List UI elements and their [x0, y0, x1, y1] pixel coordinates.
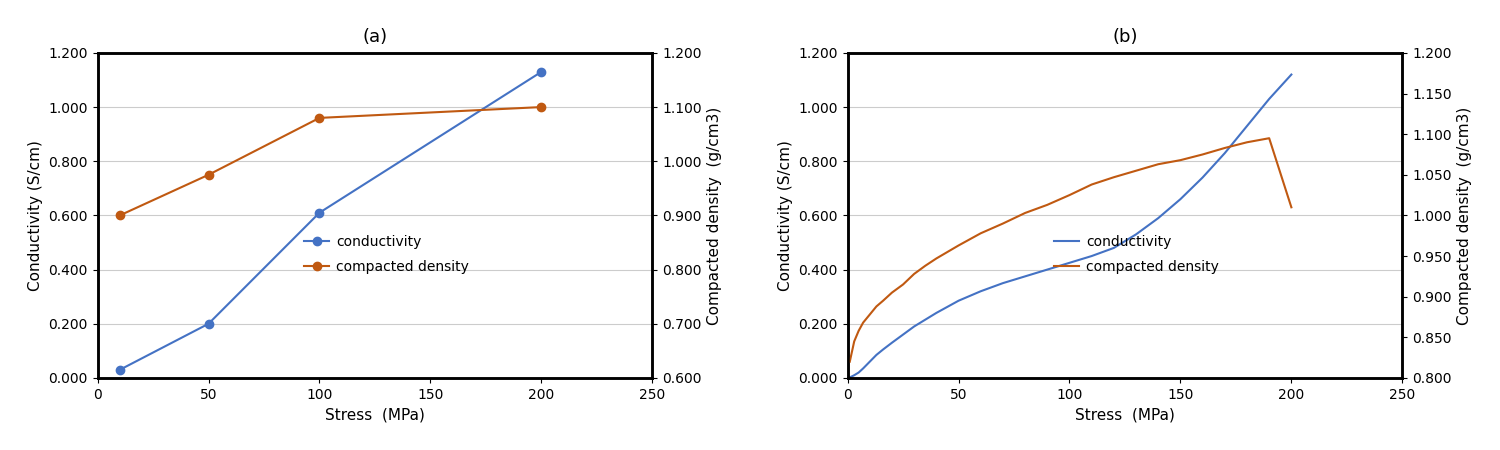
conductivity [1149, 216, 1167, 221]
conductivity [532, 69, 550, 75]
compacted density [894, 282, 912, 287]
compacted density [853, 320, 871, 325]
conductivity [1083, 253, 1101, 259]
compacted density [972, 230, 990, 236]
Y-axis label: Conductivity (S/cm): Conductivity (S/cm) [778, 140, 794, 291]
compacted density [1016, 210, 1034, 216]
Y-axis label: Compacted density  (g/cm3): Compacted density (g/cm3) [706, 106, 722, 324]
conductivity [1282, 72, 1300, 77]
conductivity [1216, 150, 1234, 156]
conductivity [1172, 197, 1190, 202]
Line: compacted density: compacted density [850, 138, 1292, 362]
compacted density [1172, 158, 1190, 163]
Line: conductivity: conductivity [850, 75, 1292, 378]
Line: conductivity: conductivity [116, 68, 546, 374]
compacted density [1083, 182, 1101, 187]
conductivity [1038, 267, 1056, 272]
compacted density [1194, 152, 1212, 157]
conductivity [1260, 96, 1278, 102]
compacted density [916, 263, 934, 269]
conductivity [874, 347, 892, 352]
compacted density [861, 312, 879, 317]
compacted density [1149, 162, 1167, 167]
compacted density [310, 115, 328, 121]
conductivity [200, 321, 217, 326]
conductivity [844, 373, 862, 378]
conductivity [950, 298, 968, 303]
conductivity [1060, 260, 1078, 265]
compacted density [1238, 140, 1256, 145]
compacted density [1106, 175, 1124, 180]
conductivity [310, 210, 328, 216]
conductivity [1126, 232, 1144, 237]
compacted density [1126, 168, 1144, 173]
conductivity [111, 367, 129, 373]
Y-axis label: Conductivity (S/cm): Conductivity (S/cm) [28, 140, 44, 291]
compacted density [884, 290, 902, 295]
compacted density [111, 213, 129, 218]
X-axis label: Stress  (MPa): Stress (MPa) [1076, 407, 1174, 422]
compacted density [874, 298, 892, 303]
conductivity [842, 375, 860, 380]
conductivity [916, 317, 934, 322]
compacted density [1282, 205, 1300, 210]
conductivity [1016, 274, 1034, 279]
Title: (a): (a) [363, 28, 387, 46]
compacted density [532, 104, 550, 110]
conductivity [894, 332, 912, 338]
conductivity [861, 359, 879, 364]
compacted density [842, 359, 860, 364]
compacted density [200, 172, 217, 177]
conductivity [853, 366, 871, 371]
Y-axis label: Compacted density  (g/cm3): Compacted density (g/cm3) [1456, 106, 1472, 324]
compacted density [849, 328, 867, 333]
conductivity [994, 280, 1012, 286]
compacted density [1216, 145, 1234, 151]
conductivity [867, 352, 885, 358]
Legend: conductivity, compacted density: conductivity, compacted density [1048, 230, 1224, 279]
X-axis label: Stress  (MPa): Stress (MPa) [326, 407, 424, 422]
conductivity [1194, 175, 1212, 180]
conductivity [884, 340, 902, 346]
conductivity [904, 324, 922, 329]
compacted density [867, 304, 885, 309]
compacted density [844, 339, 862, 344]
Title: (b): (b) [1112, 28, 1137, 46]
compacted density [1260, 135, 1278, 141]
Legend: conductivity, compacted density: conductivity, compacted density [298, 230, 474, 279]
conductivity [1238, 123, 1256, 129]
conductivity [927, 310, 945, 315]
Line: compacted density: compacted density [116, 103, 546, 220]
compacted density [904, 271, 922, 277]
conductivity [972, 288, 990, 294]
compacted density [927, 256, 945, 261]
compacted density [1038, 202, 1056, 207]
compacted density [994, 221, 1012, 226]
compacted density [950, 243, 968, 248]
conductivity [1106, 245, 1124, 251]
conductivity [849, 370, 867, 375]
compacted density [1060, 193, 1078, 198]
